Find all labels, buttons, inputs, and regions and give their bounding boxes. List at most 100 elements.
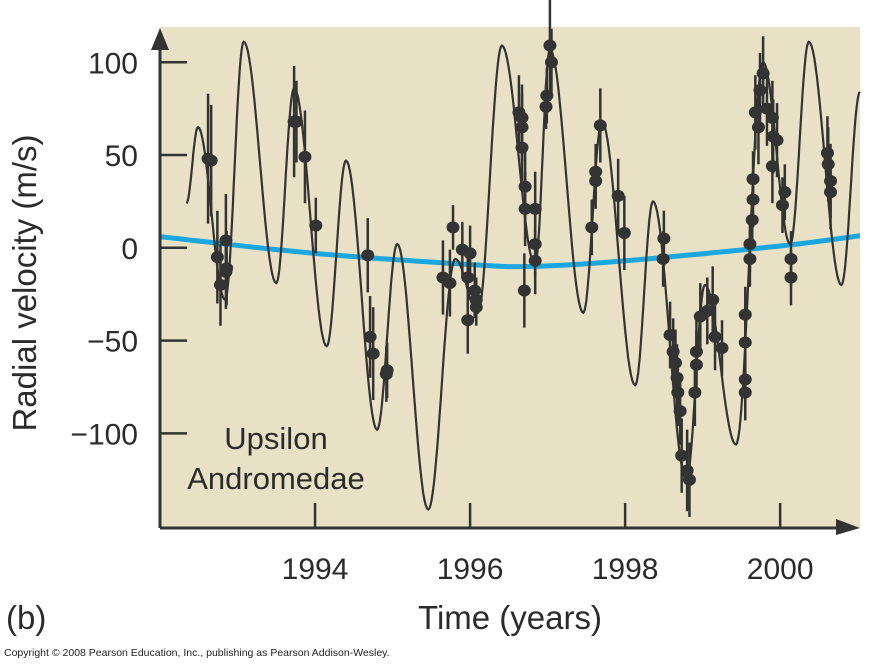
data-marker — [778, 186, 792, 199]
data-marker — [461, 271, 475, 284]
data-marker — [361, 249, 375, 262]
data-marker — [593, 119, 607, 132]
data-marker — [463, 247, 477, 260]
data-point — [753, 52, 767, 128]
data-marker — [219, 265, 233, 278]
data-marker — [468, 284, 482, 297]
axes — [151, 28, 860, 535]
data-marker — [775, 199, 789, 212]
data-marker — [821, 158, 835, 171]
data-marker — [760, 102, 774, 115]
data-marker — [706, 293, 720, 306]
data-marker — [363, 330, 377, 343]
data-marker — [461, 314, 475, 327]
data-point — [361, 218, 375, 293]
y-tick-label: 50 — [105, 140, 138, 173]
data-point — [517, 253, 531, 328]
data-point — [656, 231, 670, 287]
data-marker — [289, 115, 303, 128]
data-marker — [784, 271, 798, 284]
data-marker — [669, 356, 683, 369]
data-point — [765, 129, 779, 204]
data-point — [708, 303, 722, 371]
data-marker — [528, 254, 542, 267]
data-marker — [753, 84, 767, 97]
data-marker — [824, 186, 838, 199]
data-marker — [688, 386, 702, 399]
data-marker — [446, 221, 460, 234]
x-axis-title: Time (years) — [418, 599, 602, 636]
panel-label: (b) — [6, 599, 46, 636]
data-point — [446, 205, 460, 250]
data-marker — [204, 154, 218, 167]
y-axis-arrow-icon — [151, 28, 169, 50]
data-point — [366, 307, 380, 400]
data-point — [461, 286, 475, 354]
data-marker — [738, 336, 752, 349]
data-marker — [528, 202, 542, 215]
data-point — [706, 266, 720, 334]
data-marker — [738, 386, 752, 399]
data-point — [469, 288, 483, 326]
data-point — [204, 104, 218, 217]
data-marker — [765, 160, 779, 173]
data-point — [738, 364, 752, 421]
x-tick-label: 1994 — [282, 553, 349, 586]
x-tick-label: 1996 — [437, 553, 504, 586]
data-point — [824, 155, 838, 230]
data-point — [682, 442, 696, 517]
data-marker — [682, 473, 696, 486]
y-tick-label: 0 — [121, 233, 138, 266]
data-marker — [589, 175, 603, 188]
data-marker — [673, 405, 687, 418]
data-marker — [743, 238, 757, 251]
data-point — [700, 277, 714, 345]
data-point — [775, 177, 789, 233]
plot-background — [160, 27, 860, 528]
data-marker — [380, 364, 394, 377]
x-tick-label: 1998 — [592, 553, 659, 586]
data-point — [309, 197, 323, 254]
data-marker — [515, 141, 529, 154]
data-point — [675, 418, 689, 493]
data-marker — [700, 304, 714, 317]
data-marker — [675, 449, 689, 462]
data-point — [751, 90, 765, 165]
data-point — [760, 71, 774, 146]
points-layer — [201, 0, 838, 517]
data-point — [219, 234, 233, 310]
data-marker — [611, 189, 625, 202]
data-point — [213, 244, 227, 326]
y-tick-label: 100 — [88, 47, 138, 80]
data-marker — [689, 358, 703, 371]
data-marker — [715, 342, 729, 355]
data-point — [518, 171, 532, 246]
data-marker — [656, 252, 670, 265]
data-point — [611, 158, 625, 233]
data-marker — [770, 134, 784, 147]
data-point — [589, 153, 603, 209]
data-marker — [543, 39, 557, 52]
data-marker — [298, 150, 312, 163]
data-point — [539, 84, 553, 130]
data-marker — [210, 251, 224, 264]
data-marker — [746, 173, 760, 186]
data-point — [528, 227, 542, 295]
data-point — [688, 359, 702, 426]
trend-curve — [159, 233, 861, 270]
trend-layer — [159, 233, 861, 270]
data-marker — [585, 221, 599, 234]
data-point — [784, 249, 798, 306]
data-point — [673, 377, 687, 445]
ticks: 100 50 0 −50 −100 1994 1996 1998 2000 — [70, 47, 813, 586]
copyright-text: Copyright © 2008 Pearson Education, Inc.… — [4, 647, 390, 659]
data-marker — [443, 277, 457, 290]
annotation-line-1: Upsilon — [224, 421, 327, 456]
data-marker — [517, 284, 531, 297]
data-point — [289, 80, 303, 163]
y-axis-title: Radial velocity (m/s) — [6, 134, 43, 431]
data-marker — [617, 226, 631, 239]
data-point — [544, 28, 558, 96]
data-point — [543, 0, 557, 102]
